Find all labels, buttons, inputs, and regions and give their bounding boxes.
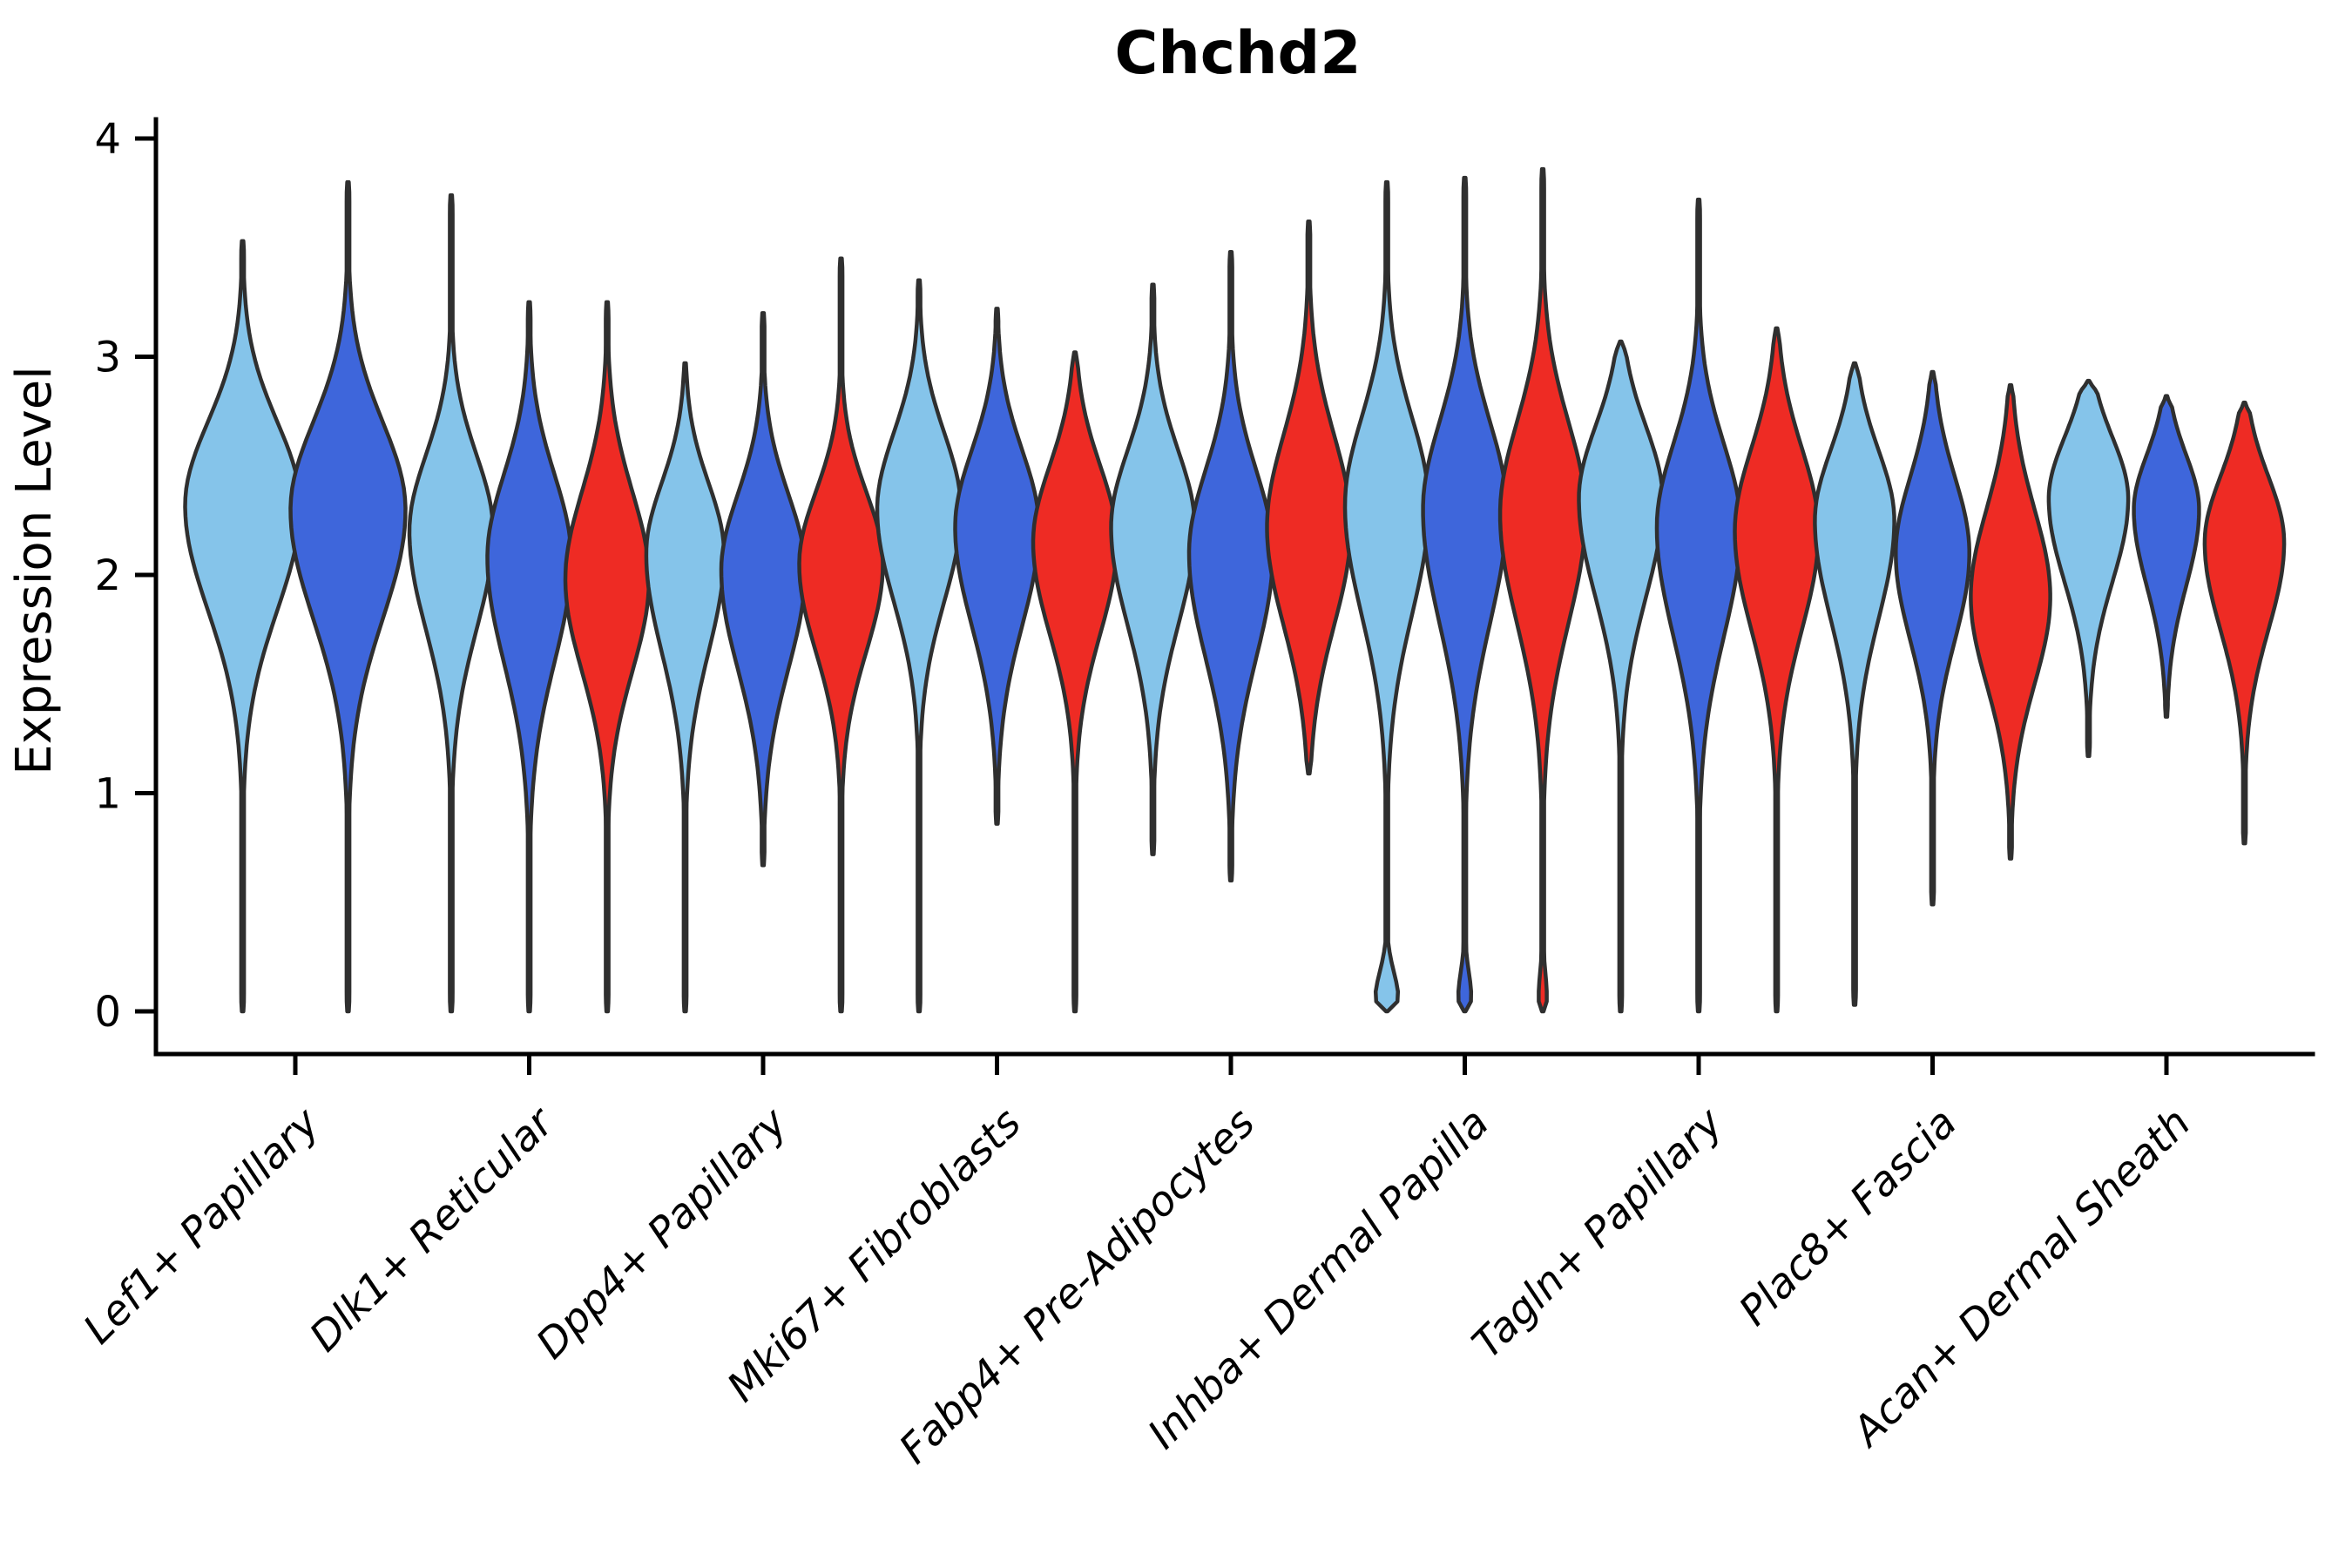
x-tick-label: Tagln+ Papillary — [1463, 1098, 1734, 1369]
violin-dlk1-reticular-skyblue — [407, 193, 496, 1014]
violin-inhba-dermal-papilla-red — [1497, 166, 1588, 1014]
violin-fabp4-pre-adipocytes-royalblue — [1186, 250, 1275, 882]
violin-acan-dermal-sheath-red — [2202, 400, 2287, 846]
violin-plac8-fascia-red — [1969, 382, 2052, 861]
x-tick-label: Lef1+ Papillary — [74, 1098, 329, 1354]
violins-layer — [183, 166, 2287, 1014]
violin-tagln-papillary-skyblue — [1577, 339, 1665, 1014]
violin-inhba-dermal-papilla-royalblue — [1421, 175, 1509, 1014]
violin-tagln-papillary-red — [1733, 326, 1821, 1014]
chart-title: Chchd2 — [1114, 19, 1361, 88]
y-axis-label: Expression Level — [6, 366, 63, 775]
violin-dpp4-papillary-skyblue — [644, 361, 727, 1014]
y-tick-label: 4 — [94, 115, 121, 164]
x-tick-label: Plac8+ Fascia — [1730, 1099, 1966, 1335]
x-tick-label: Dlk1+ Reticular — [301, 1098, 564, 1362]
violin-mki67-fibroblasts-skyblue — [875, 278, 963, 1014]
violin-acan-dermal-sheath-skyblue — [2046, 378, 2131, 759]
violin-mki67-fibroblasts-red — [1031, 350, 1119, 1014]
x-tick-label: Dpp4+ Papillary — [527, 1098, 797, 1369]
axes-layer — [135, 117, 2315, 1075]
violin-tagln-papillary-royalblue — [1654, 197, 1743, 1014]
violin-dpp4-papillary-red — [797, 256, 885, 1014]
violin-mki67-fibroblasts-royalblue — [953, 307, 1041, 826]
violin-inhba-dermal-papilla-skyblue — [1342, 179, 1431, 1014]
violin-plac8-fascia-skyblue — [1813, 361, 1896, 1007]
violin-lef1-papillary-royalblue — [288, 179, 408, 1014]
violin-plac8-fascia-royalblue — [1894, 369, 1971, 907]
y-tick-label: 3 — [94, 334, 121, 382]
violin-fabp4-pre-adipocytes-skyblue — [1109, 282, 1197, 856]
violin-dlk1-reticular-royalblue — [485, 300, 573, 1014]
violin-dlk1-reticular-red — [563, 300, 652, 1014]
violin-acan-dermal-sheath-royalblue — [2132, 394, 2201, 720]
y-tick-label: 2 — [94, 551, 121, 600]
y-tick-label: 0 — [94, 988, 121, 1037]
violin-lef1-papillary-skyblue — [183, 239, 302, 1014]
y-tick-label: 1 — [94, 770, 121, 819]
violin-dpp4-papillary-royalblue — [719, 311, 808, 868]
violin-fabp4-pre-adipocytes-red — [1265, 219, 1353, 776]
